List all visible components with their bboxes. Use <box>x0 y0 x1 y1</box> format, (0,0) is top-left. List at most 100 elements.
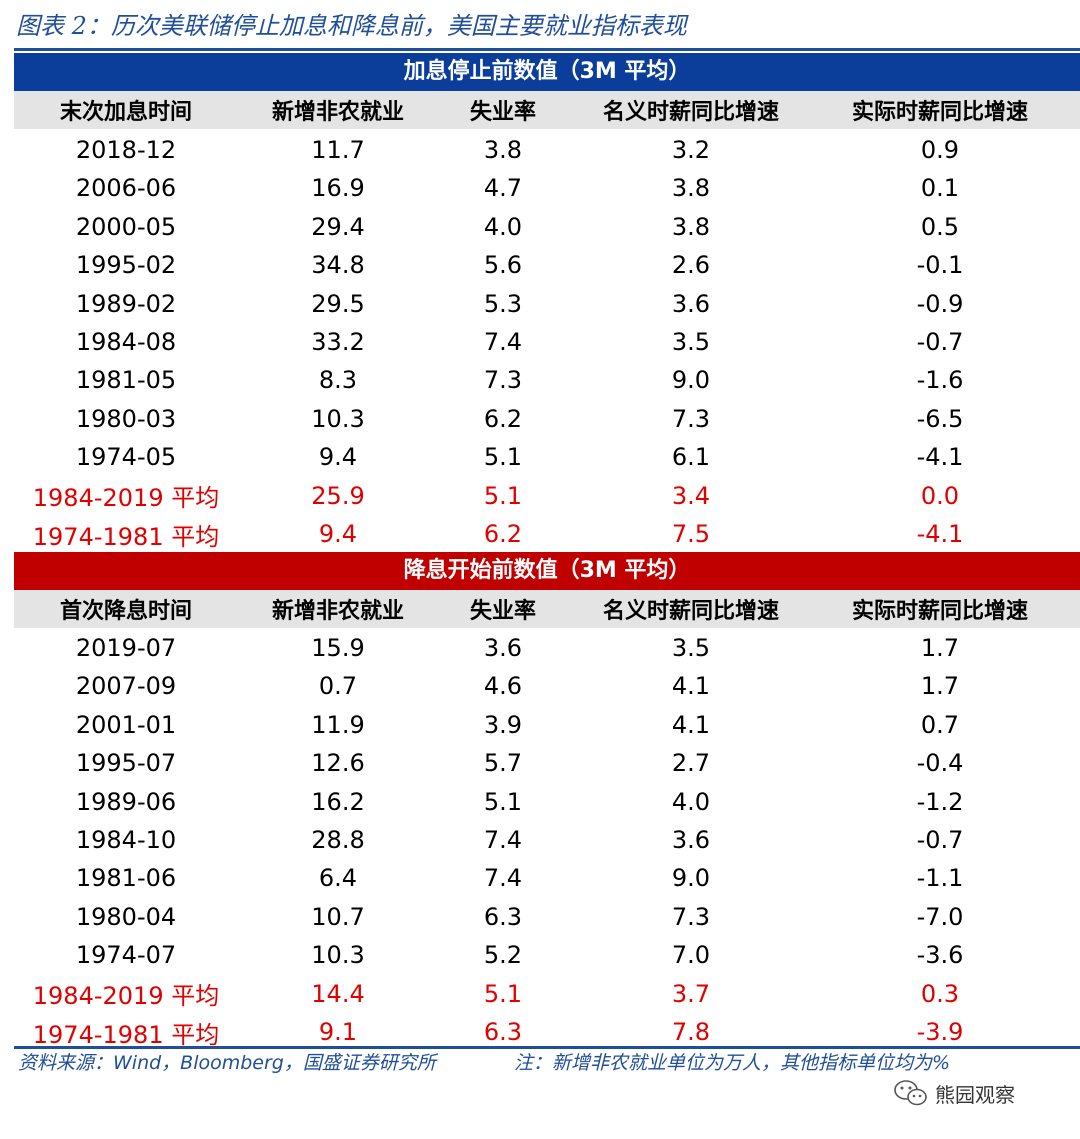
row-label: 2018-12 <box>75 136 177 164</box>
row-value: 12.6 <box>311 749 365 778</box>
row-value: 0.7 <box>318 672 358 701</box>
row-value: 2.6 <box>671 251 711 280</box>
table-row: 1989-02 29.5 5.3 3.6 -0.9 <box>14 285 1080 323</box>
row-value: 9.4 <box>318 443 358 472</box>
row-value: 5.2 <box>483 941 523 970</box>
section1-header-row: 末次加息时间 新增非农就业 失业率 名义时薪同比增速 实际时薪同比增速 <box>14 91 1080 129</box>
row-label: 1989-06 <box>75 787 177 816</box>
row-label: 1984-2019 平均 <box>32 982 220 1011</box>
row-value: 3.8 <box>671 174 711 203</box>
row-value: -7.0 <box>916 902 964 931</box>
row-value: 9.1 <box>318 1018 358 1046</box>
row-value: -4.1 <box>916 443 964 472</box>
row-label: 1980-04 <box>75 902 177 931</box>
row-value: 6.3 <box>483 902 523 931</box>
row-value: 34.8 <box>311 251 365 280</box>
row-value: 3.4 <box>671 481 711 510</box>
row-value: 3.6 <box>671 826 711 854</box>
table-row: 2019-07 15.9 3.6 3.5 1.7 <box>14 629 1080 667</box>
row-value: 6.2 <box>483 404 523 433</box>
row-value: 3.8 <box>671 212 711 241</box>
row-value: -6.5 <box>916 404 964 433</box>
row-value: 11.9 <box>311 710 365 739</box>
row-value: -1.2 <box>916 787 964 816</box>
table-row: 1980-03 10.3 6.2 7.3 -6.5 <box>14 400 1080 438</box>
source-note: 资料来源：Wind，Bloomberg，国盛证券研究所 <box>18 1052 436 1074</box>
row-value: 3.8 <box>483 136 523 164</box>
unit-note: 注：新增非农就业单位为万人，其他指标单位均为% <box>514 1052 951 1074</box>
row-value: -3.9 <box>916 1018 964 1046</box>
row-value: -0.7 <box>916 826 964 854</box>
row-value: 3.6 <box>671 289 711 318</box>
row-value: 7.4 <box>483 864 523 893</box>
row-value: 7.3 <box>671 902 711 931</box>
row-value: -0.1 <box>916 251 964 280</box>
section2-header-payrolls: 新增非农就业 <box>271 599 404 624</box>
row-value: 3.5 <box>671 328 711 356</box>
row-value: 3.7 <box>671 979 711 1008</box>
row-label: 1989-02 <box>75 289 177 318</box>
section2-header-date: 首次降息时间 <box>59 599 192 624</box>
row-label: 2007-09 <box>75 672 177 701</box>
average-row: 1984-2019 平均 25.9 5.1 3.4 0.0 <box>14 477 1080 515</box>
row-value: 7.5 <box>671 520 711 548</box>
row-value: -0.9 <box>916 289 964 318</box>
row-value: 4.0 <box>483 212 523 241</box>
section2-header-row: 首次降息时间 新增非农就业 失业率 名义时薪同比增速 实际时薪同比增速 <box>14 590 1080 628</box>
row-value: 14.4 <box>311 979 365 1008</box>
row-label: 1984-2019 平均 <box>32 484 220 513</box>
row-value: 7.8 <box>671 1018 711 1046</box>
row-value: 1.7 <box>920 672 960 701</box>
row-value: 3.2 <box>671 136 711 164</box>
average-row: 1974-1981 平均 9.1 6.3 7.8 -3.9 <box>14 1013 1080 1051</box>
table-row: 2001-01 11.9 3.9 4.1 0.7 <box>14 706 1080 744</box>
row-value: -3.6 <box>916 941 964 970</box>
row-value: 7.3 <box>671 404 711 433</box>
row-value: 5.1 <box>483 443 523 472</box>
row-value: 4.1 <box>671 672 711 701</box>
row-value: 4.6 <box>483 672 523 701</box>
section2-header-nominal-wage: 名义时薪同比增速 <box>602 599 779 624</box>
row-value: 6.4 <box>318 864 358 893</box>
row-value: 25.9 <box>311 481 365 510</box>
bottom-divider <box>14 1046 1080 1049</box>
row-value: 10.3 <box>311 941 365 970</box>
table-row: 1989-06 16.2 5.1 4.0 -1.2 <box>14 783 1080 821</box>
row-label: 1974-07 <box>75 941 177 970</box>
row-value: 3.9 <box>483 710 523 739</box>
row-value: 3.5 <box>671 634 711 662</box>
table-row: 2007-09 0.7 4.6 4.1 1.7 <box>14 667 1080 705</box>
row-value: 4.0 <box>671 787 711 816</box>
row-value: -1.6 <box>916 366 964 395</box>
row-value: 8.3 <box>318 366 358 395</box>
row-label: 1974-1981 平均 <box>32 522 220 551</box>
table-row: 2018-12 11.7 3.8 3.2 0.9 <box>14 131 1080 169</box>
row-value: 16.2 <box>311 787 365 816</box>
table-row: 2000-05 29.4 4.0 3.8 0.5 <box>14 208 1080 246</box>
row-label: 1995-02 <box>75 251 177 280</box>
row-value: 5.7 <box>483 749 523 778</box>
row-value: -0.7 <box>916 328 964 356</box>
row-value: 7.4 <box>483 826 523 854</box>
row-value: 3.6 <box>483 634 523 662</box>
wechat-icon <box>894 1080 927 1106</box>
row-value: 4.7 <box>483 174 523 203</box>
table-row: 2006-06 16.9 4.7 3.8 0.1 <box>14 169 1080 207</box>
row-value: 29.4 <box>311 212 365 241</box>
row-value: 5.1 <box>483 979 523 1008</box>
row-label: 1974-05 <box>75 443 177 472</box>
average-row: 1974-1981 平均 9.4 6.2 7.5 -4.1 <box>14 515 1080 553</box>
row-value: 2.7 <box>671 749 711 778</box>
row-value: 0.9 <box>920 136 960 164</box>
row-value: 29.5 <box>311 289 365 318</box>
row-value: 0.3 <box>920 979 960 1008</box>
table-row: 1995-07 12.6 5.7 2.7 -0.4 <box>14 744 1080 782</box>
table-row: 1995-02 34.8 5.6 2.6 -0.1 <box>14 246 1080 284</box>
row-value: 9.4 <box>318 520 358 548</box>
section2-banner: 降息开始前数值（3M 平均） <box>14 552 1080 590</box>
row-value: 6.2 <box>483 520 523 548</box>
row-value: 6.1 <box>671 443 711 472</box>
section2-header-unemployment: 失业率 <box>469 599 536 624</box>
section1-header-nominal-wage: 名义时薪同比增速 <box>602 100 779 125</box>
